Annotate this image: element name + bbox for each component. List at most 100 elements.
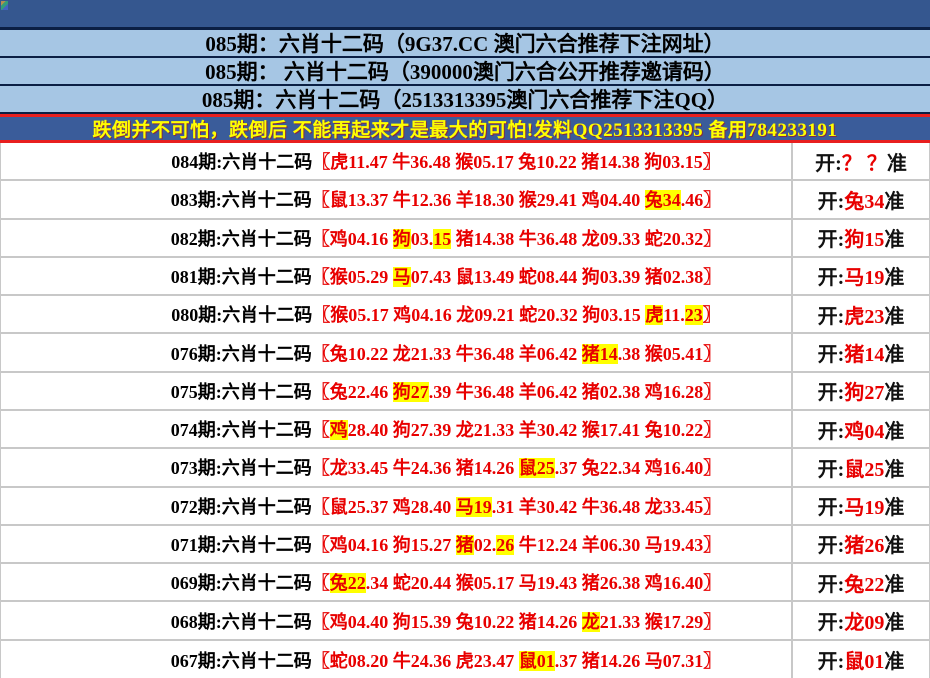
open-prefix: 开: <box>817 305 845 328</box>
open-value: 鼠01 <box>844 651 885 674</box>
code-segment: .37 <box>554 458 578 479</box>
code-segment: 鸡 <box>393 305 412 326</box>
code-segment: 06.42 <box>536 343 578 364</box>
row-main-cell: 069期:六肖十二码 〖兔22.34 蛇20.44 猴05.17 马19.43 猪… <box>1 564 793 601</box>
code-segment: 蛇 <box>518 266 537 287</box>
code-segment-highlighted: 狗 <box>392 228 411 249</box>
code-segment: 07.31 <box>662 650 704 671</box>
code-segment-highlighted: 兔 <box>644 190 663 211</box>
code-segment: 14.26 <box>599 650 641 671</box>
open-value: 鼠25 <box>844 458 885 481</box>
row-main-cell: 083期:六肖十二码 〖鼠13.37 牛12.36 羊18.30 猴29.41 鸡… <box>1 181 793 218</box>
code-segment: 狗 <box>581 266 600 287</box>
table-row: 074期:六肖十二码 〖鸡28.40 狗27.39 龙21.33 羊30.42 猴… <box>1 410 929 450</box>
open-value: 狗15 <box>844 229 885 252</box>
code-segment-highlighted: 01 <box>536 650 555 671</box>
code-segment: 狗 <box>392 611 411 632</box>
period-label: 075期:六肖十二码 <box>170 381 312 402</box>
period-label: 069期:六肖十二码 <box>170 573 312 594</box>
code-segment-highlighted: 15 <box>433 228 452 249</box>
code-segment: 狗 <box>582 305 601 326</box>
bracket-close: 〗 <box>703 381 722 402</box>
open-prefix: 开: <box>817 458 845 481</box>
results-table: 084期:六肖十二码 〖虎11.47 牛36.48 猴05.17 兔10.22 猪… <box>0 143 930 678</box>
code-segment: 13.37 <box>347 190 389 211</box>
code-segment: 36.48 <box>473 381 515 402</box>
bracket-close: 〗 <box>703 228 722 249</box>
code-segment: 05.17 <box>473 573 515 594</box>
period-label: 074期:六肖十二码 <box>170 420 312 441</box>
code-segment-highlighted: 34 <box>662 190 681 211</box>
row-main-cell: 076期:六肖十二码 〖兔10.22 龙21.33 牛36.48 羊06.42 猪… <box>1 334 793 371</box>
slogan-banner: 跌倒并不可怕，跌倒后 不能再起来才是最大的可怕!发料QQ2513313395 备… <box>0 114 930 143</box>
code-segment: 12.36 <box>410 190 452 211</box>
code-segment: 22.46 <box>347 381 389 402</box>
bracket-open: 〖 <box>311 420 330 441</box>
table-row: 072期:六肖十二码 〖鼠25.37 鸡28.40 马19.31 羊30.42 牛… <box>1 487 929 526</box>
code-segment-highlighted: 19 <box>473 496 492 517</box>
table-row: 076期:六肖十二码 〖兔10.22 龙21.33 牛36.48 羊06.42 猪… <box>1 334 929 373</box>
code-segment: 10.22 <box>536 152 577 173</box>
code-segment: 羊 <box>581 534 600 555</box>
open-prefix: 开: <box>815 152 842 175</box>
bracket-open: 〖 <box>311 381 330 402</box>
period-label: 067期:六肖十二码 <box>170 650 312 671</box>
code-segment-highlighted: 23 <box>684 305 703 326</box>
code-segment: 36.48 <box>410 152 451 173</box>
row-main-cell: 068期:六肖十二码 〖鸡04.40 狗15.39 兔10.22 猪14.26 龙… <box>1 602 793 639</box>
codes-text: 〖兔10.22 龙21.33 牛36.48 羊06.42 猪14.38 猴05.… <box>312 340 721 366</box>
period-label: 080期:六肖十二码 <box>171 305 313 326</box>
table-row: 069期:六肖十二码 〖兔22.34 蛇20.44 猴05.17 马19.43 猪… <box>1 564 929 603</box>
code-segment: .39 <box>428 381 452 402</box>
code-segment: 鸡 <box>644 458 663 479</box>
code-segment: 10.22 <box>473 611 515 632</box>
promo-row-text: 085期： 六肖十二码（390000澳门六合公开推荐邀请码） <box>205 60 725 84</box>
code-segment: 13.49 <box>473 266 515 287</box>
code-segment: 04.16 <box>347 228 389 249</box>
code-segment-highlighted: 22 <box>347 573 366 594</box>
code-segment: 狗 <box>392 534 411 555</box>
open-prefix: 开: <box>817 229 845 252</box>
code-segment: 03.15 <box>662 152 703 173</box>
code-segment-highlighted: 狗 <box>392 381 411 402</box>
code-segment: 虎 <box>455 650 474 671</box>
open-result-cell: 开: 兔22 准 <box>793 564 929 600</box>
code-segment: 猴 <box>329 266 348 287</box>
code-segment: 兔 <box>455 611 474 632</box>
period-label: 073期:六肖十二码 <box>170 458 312 479</box>
code-segment: 29.41 <box>536 190 578 211</box>
open-suffix: 准 <box>884 497 905 520</box>
code-segment: 04.40 <box>347 611 389 632</box>
open-prefix: 开: <box>817 651 845 674</box>
codes-text: 〖鸡04.16 狗03.15 猪14.38 牛36.48 龙09.33 蛇20.… <box>312 225 722 251</box>
code-segment-highlighted: 猪 <box>455 534 474 555</box>
codes-text: 〖龙33.45 牛24.36 猪14.26 鼠25.37 兔22.34 鸡16.… <box>312 454 721 480</box>
table-row: 067期:六肖十二码 〖蛇08.20 牛24.36 虎23.47 鼠01.37 猪… <box>1 640 929 678</box>
open-prefix: 开: <box>817 612 845 635</box>
table-row: 084期:六肖十二码 〖虎11.47 牛36.48 猴05.17 兔10.22 猪… <box>1 143 929 182</box>
open-result-cell: 开: 鼠01 准 <box>793 641 929 678</box>
open-prefix: 开: <box>817 190 845 213</box>
period-label: 082期:六肖十二码 <box>170 228 312 249</box>
code-segment: 猴 <box>644 611 663 632</box>
code-segment: 03.15 <box>600 305 641 326</box>
codes-text: 〖鼠13.37 牛12.36 羊18.30 猴29.41 鸡04.40 兔34.… <box>312 186 721 212</box>
code-segment: 猪 <box>581 381 600 402</box>
bracket-close: 〗 <box>703 650 722 671</box>
row-main-cell: 074期:六肖十二码 〖鸡28.40 狗27.39 龙21.33 羊30.42 猴… <box>1 410 793 448</box>
code-segment: 兔 <box>644 420 663 441</box>
code-segment: 15.39 <box>410 611 452 632</box>
open-value: 兔22 <box>844 573 885 596</box>
code-segment: 鸡 <box>644 573 663 594</box>
code-segment-highlighted: 26 <box>496 534 515 555</box>
code-segment: 02.38 <box>599 381 641 402</box>
open-result-cell: 开: 鸡04 准 <box>793 411 929 447</box>
code-segment-highlighted: 14 <box>599 343 618 364</box>
open-prefix: 开: <box>817 535 845 558</box>
code-segment: 猪 <box>518 611 537 632</box>
code-segment: 36.48 <box>473 343 515 364</box>
table-row: 073期:六肖十二码 〖龙33.45 牛24.36 猪14.26 鼠25.37 兔… <box>1 449 929 488</box>
open-result-cell: 开: 猪14 准 <box>793 334 929 370</box>
code-segment: 14.26 <box>536 611 578 632</box>
code-segment: 06.30 <box>599 534 641 555</box>
